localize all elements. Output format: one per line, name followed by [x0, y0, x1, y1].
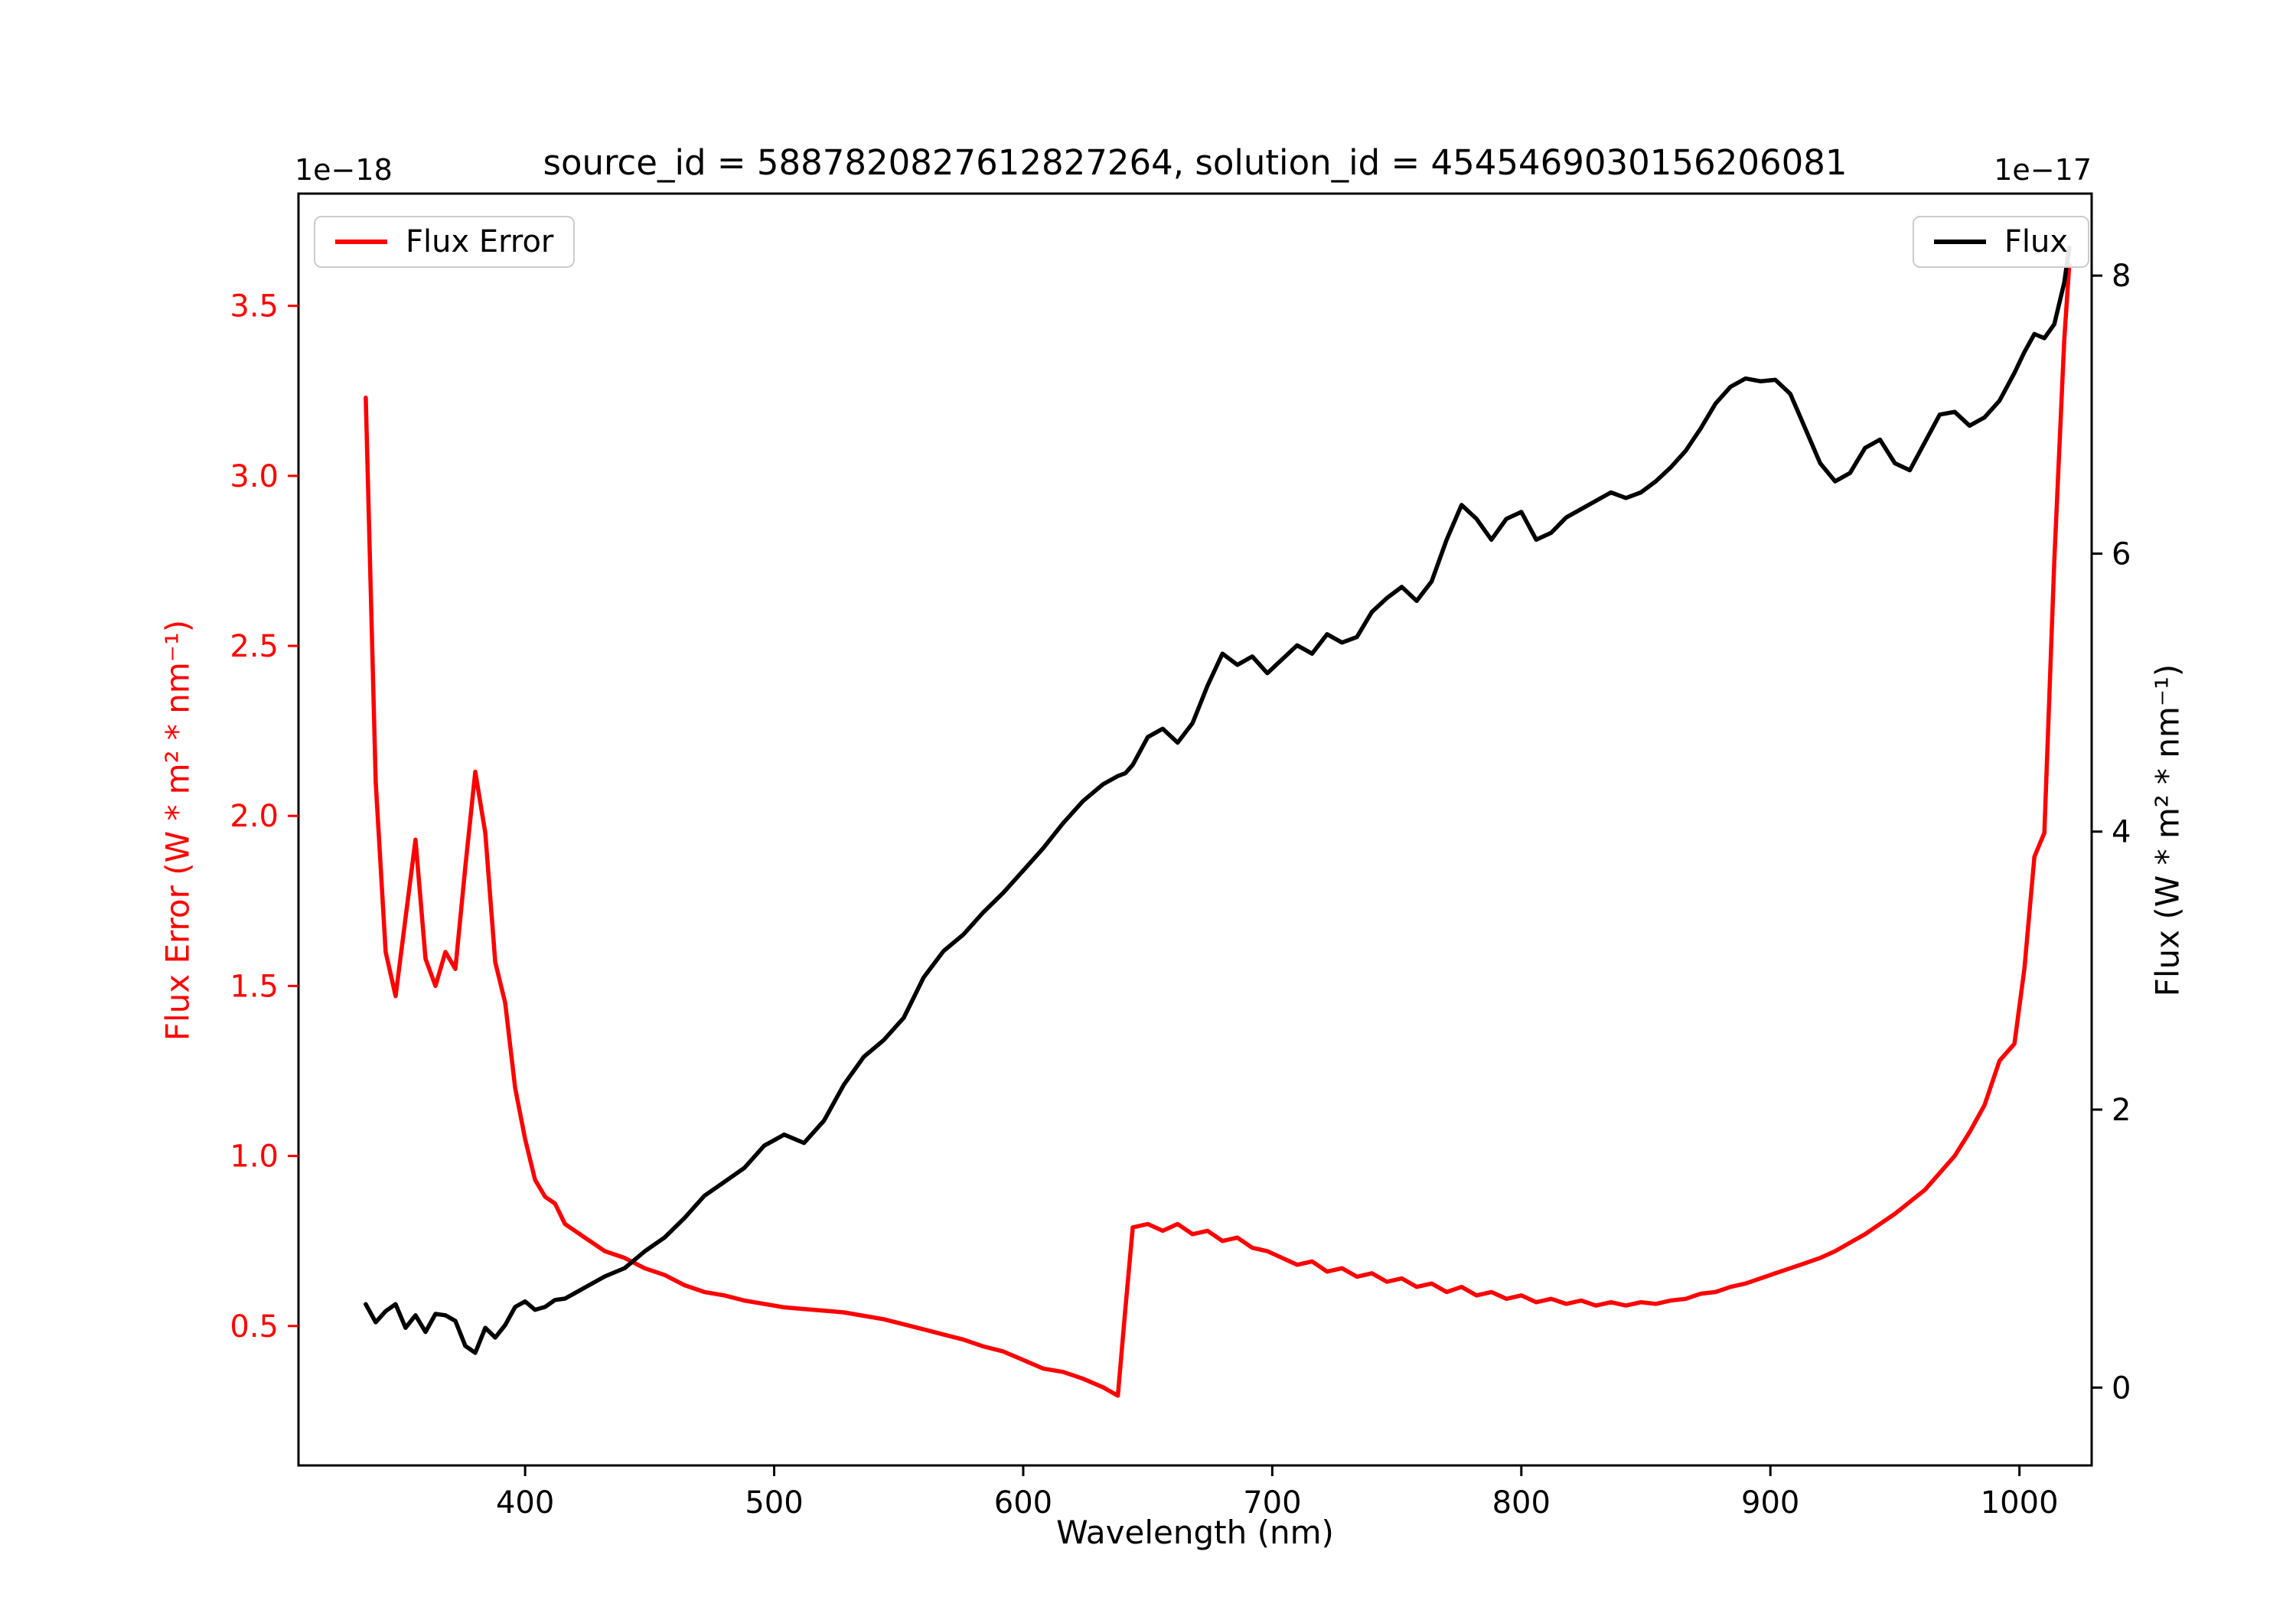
axes-frame	[297, 192, 2093, 1467]
left-y-tick-label: 3.5	[230, 289, 279, 324]
left-y-tick-label: 0.5	[230, 1309, 279, 1345]
x-axis-label: Wavelength (nm)	[1056, 1514, 1334, 1551]
x-tick-label: 600	[994, 1485, 1052, 1521]
right-y-tick-label: 6	[2112, 536, 2131, 572]
left-y-tick-label: 3.0	[230, 459, 279, 494]
x-tick-label: 400	[496, 1485, 554, 1521]
flux-line	[364, 246, 2072, 1355]
left-y-tick-label: 1.5	[230, 969, 279, 1004]
flux-error-legend-label: Flux Error	[406, 224, 554, 259]
left-y-tick-label: 2.5	[230, 629, 279, 664]
x-tick-label: 1000	[1981, 1485, 2059, 1521]
flux-legend-label: Flux	[2004, 224, 2068, 259]
x-tick-label: 700	[1243, 1485, 1301, 1521]
right-axis-offset-text: 1e−17	[1994, 153, 2092, 187]
legend-flux: Flux	[1912, 216, 2089, 268]
flux-error-line	[364, 262, 2072, 1398]
right-y-tick-label: 0	[2112, 1371, 2131, 1406]
right-y-tick-label: 2	[2112, 1093, 2131, 1128]
left-axis-offset-text: 1e−18	[295, 153, 393, 187]
x-tick-label: 800	[1492, 1485, 1551, 1521]
x-tick-label: 500	[745, 1485, 803, 1521]
x-tick-label: 900	[1741, 1485, 1799, 1521]
chart-title: source_id = 5887820827612827264, solutio…	[543, 142, 1848, 183]
left-y-tick-label: 2.0	[230, 799, 279, 834]
right-y-tick-label: 4	[2112, 815, 2131, 850]
flux-legend-line	[1933, 240, 1986, 244]
left-y-axis-label: Flux Error (W * m² * nm⁻¹)	[158, 619, 197, 1041]
right-y-tick-label: 8	[2112, 259, 2131, 294]
flux-error-legend-line	[335, 240, 387, 244]
legend-flux-error: Flux Error	[314, 216, 576, 268]
left-y-tick-label: 1.0	[230, 1139, 279, 1175]
right-y-axis-label: Flux (W * m² * nm⁻¹)	[2148, 663, 2187, 997]
